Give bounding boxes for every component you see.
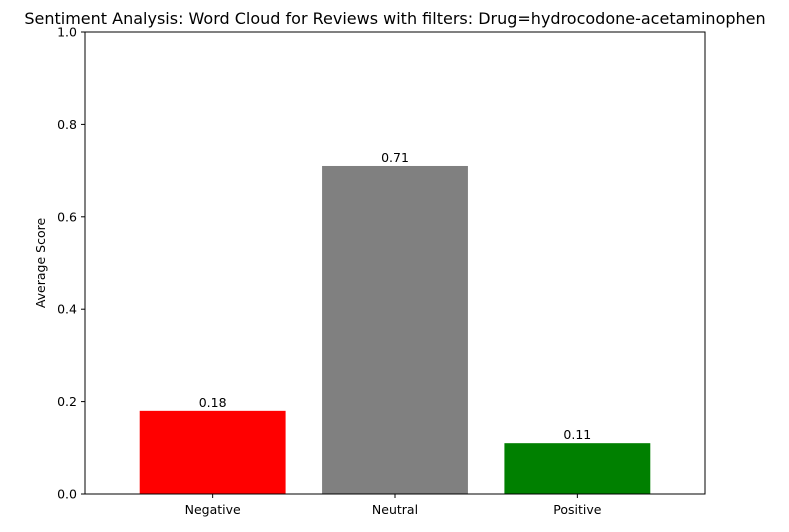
bar-negative <box>139 410 286 494</box>
bars-layer <box>139 165 651 495</box>
x-tick-label-neutral: Neutral <box>372 502 418 517</box>
y-tick-label: 1.0 <box>57 25 77 40</box>
axes-layer <box>81 31 706 498</box>
plot-frame <box>84 31 706 495</box>
x-tick-label-positive: Positive <box>553 502 601 517</box>
bar-positive <box>504 443 651 494</box>
x-tick-label-negative: Negative <box>185 502 241 517</box>
data-label-neutral: 0.71 <box>381 150 409 165</box>
y-tick-label: 0.4 <box>57 302 77 317</box>
bar-neutral <box>322 165 468 495</box>
data-label-negative: 0.18 <box>199 395 227 410</box>
y-tick-label: 0.6 <box>57 209 77 224</box>
labels-layer: 0.18 Negative 0.71 Neutral 0.11 Positive 0.0 0.… <box>57 25 602 518</box>
y-tick-label: 0.8 <box>57 117 77 132</box>
y-axis-label: Average Score <box>33 218 48 309</box>
y-tick-label: 0.0 <box>57 487 77 502</box>
data-label-positive: 0.11 <box>563 427 591 442</box>
y-tick-label: 0.2 <box>57 394 77 409</box>
chart-title: Sentiment Analysis: Word Cloud for Revie… <box>24 9 765 28</box>
